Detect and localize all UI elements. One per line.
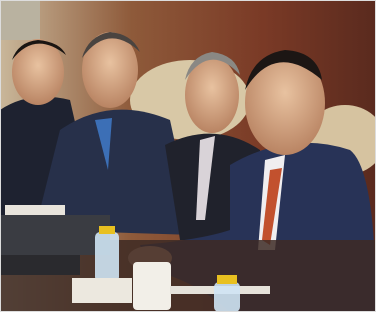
bottle — [214, 282, 240, 312]
cup — [133, 262, 171, 310]
bottle-cap — [99, 226, 115, 234]
bottle — [95, 232, 119, 282]
wall-panel — [0, 0, 40, 40]
photo — [0, 0, 376, 312]
microphone-base — [0, 215, 110, 255]
bottle-cap — [217, 275, 237, 284]
name-card — [72, 278, 132, 303]
page: (() => { const data = JSON.parse(documen… — [0, 0, 376, 312]
microphone — [0, 255, 80, 275]
